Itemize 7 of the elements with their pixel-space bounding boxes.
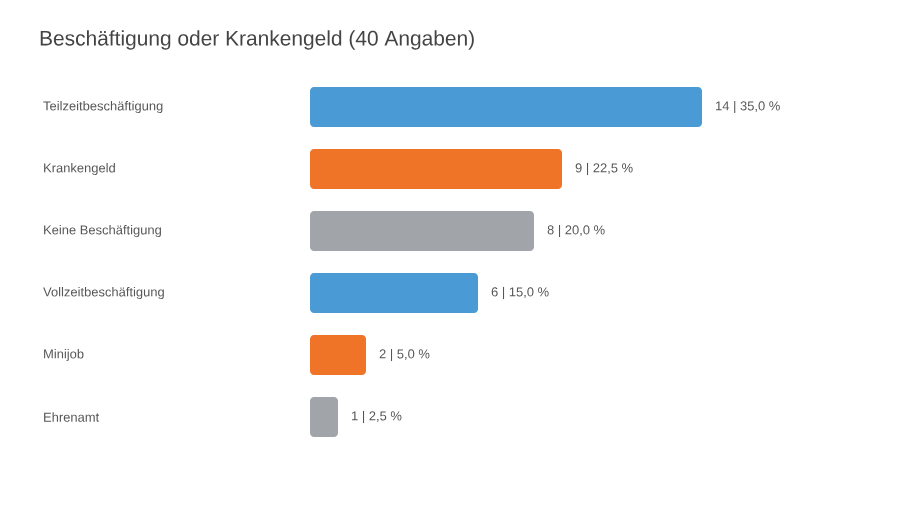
bar bbox=[310, 149, 563, 190]
bar bbox=[310, 273, 479, 314]
bar bbox=[310, 211, 535, 252]
bar bbox=[310, 87, 703, 128]
bar bbox=[310, 335, 367, 376]
chart-title: Beschäftigung oder Krankengeld (40 Angaben) bbox=[40, 30, 474, 50]
bar bbox=[310, 397, 339, 438]
